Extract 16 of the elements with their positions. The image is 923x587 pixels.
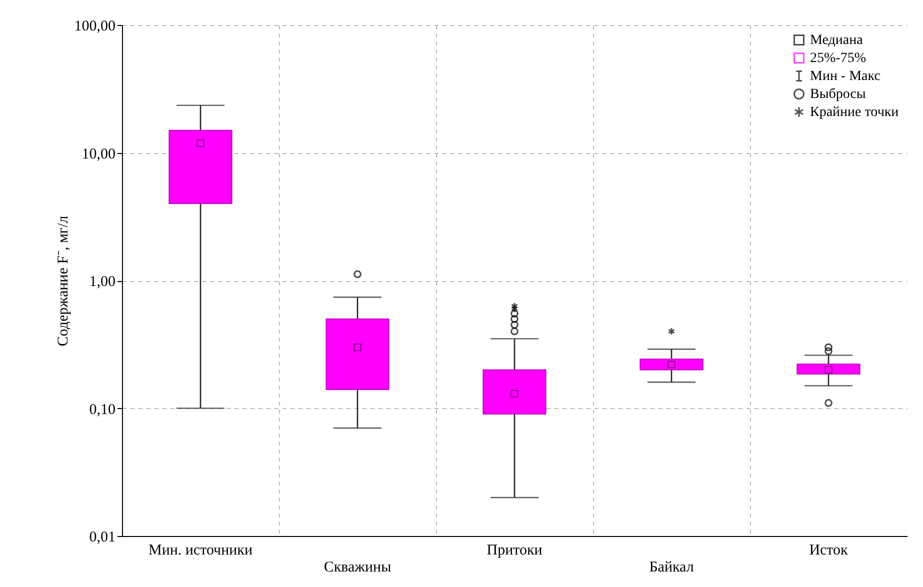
- legend-label: 25%-75%: [810, 51, 866, 66]
- x-tick-label: Притоки: [486, 542, 542, 558]
- y-tick-label: 0,10: [89, 402, 116, 418]
- y-tick-label: 100,00: [74, 18, 116, 34]
- y-tick-label: 10,00: [82, 146, 116, 162]
- annotation: Мин - Макс: [810, 69, 880, 84]
- x-tick-label: Мин. источники: [148, 542, 252, 558]
- x-tick-label: Исток: [809, 542, 849, 558]
- y-tick-label: 0,01: [89, 530, 116, 546]
- x-tick-label: Байкал: [649, 560, 694, 576]
- x-tick-label: Скважины: [324, 560, 392, 576]
- annotation: Медиана: [810, 33, 864, 48]
- legend-label: Крайние точки: [810, 105, 900, 120]
- y-tick-label: 1,00: [89, 274, 116, 290]
- legend-label: Выбросы: [810, 87, 866, 102]
- y-axis-title: Содержание F⁻, мг/л: [55, 215, 72, 346]
